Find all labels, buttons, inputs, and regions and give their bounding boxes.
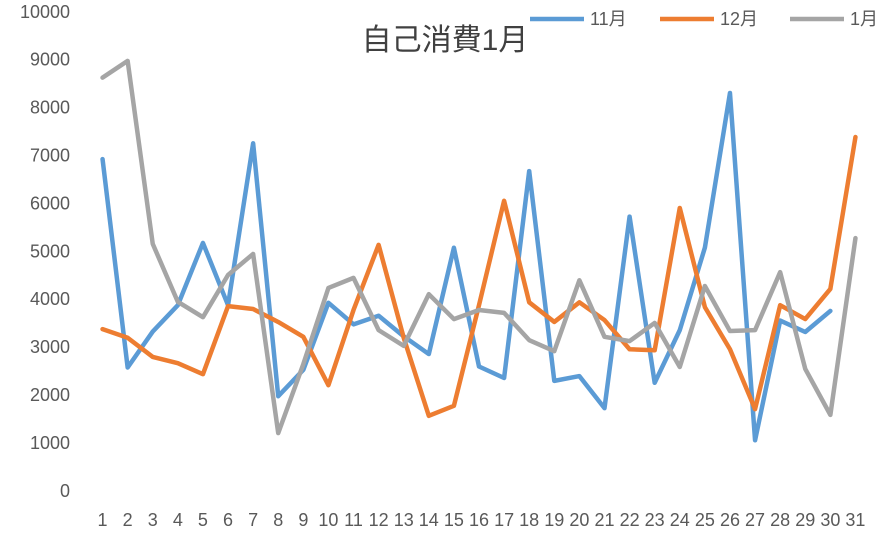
x-tick-label: 15	[444, 510, 464, 530]
y-tick-label: 9000	[30, 50, 70, 70]
y-tick-label: 4000	[30, 289, 70, 309]
y-tick-label: 1000	[30, 433, 70, 453]
x-tick-label: 8	[273, 510, 283, 530]
x-tick-label: 21	[594, 510, 614, 530]
x-tick-label: 4	[173, 510, 183, 530]
x-tick-label: 18	[519, 510, 539, 530]
x-tick-label: 25	[695, 510, 715, 530]
x-tick-label: 10	[318, 510, 338, 530]
x-tick-label: 13	[394, 510, 414, 530]
y-tick-label: 0	[60, 481, 70, 501]
x-tick-label: 27	[745, 510, 765, 530]
x-tick-label: 6	[223, 510, 233, 530]
y-tick-label: 5000	[30, 241, 70, 261]
x-tick-label: 2	[123, 510, 133, 530]
x-tick-label: 23	[645, 510, 665, 530]
x-tick-label: 24	[670, 510, 690, 530]
x-tick-label: 17	[494, 510, 514, 530]
data-line	[100, 90, 833, 443]
x-tick-label: 16	[469, 510, 489, 530]
legend-label: 1月	[850, 9, 878, 29]
x-tick-label: 26	[720, 510, 740, 530]
x-tick-label: 19	[544, 510, 564, 530]
data-line	[100, 58, 858, 436]
x-tick-label: 29	[795, 510, 815, 530]
x-tick-label: 12	[369, 510, 389, 530]
y-tick-label: 8000	[30, 98, 70, 118]
x-tick-label: 30	[820, 510, 840, 530]
x-tick-label: 22	[620, 510, 640, 530]
x-tick-label: 9	[298, 510, 308, 530]
legend-label: 11月	[590, 9, 627, 29]
chart-title: 自己消費1月	[362, 24, 529, 57]
y-tick-label: 10000	[20, 2, 70, 22]
x-tick-label: 5	[198, 510, 208, 530]
y-tick-label: 6000	[30, 193, 70, 213]
legend-label: 12月	[720, 9, 758, 29]
y-tick-label: 7000	[30, 145, 70, 165]
x-tick-label: 31	[845, 510, 865, 530]
x-tick-label: 20	[569, 510, 589, 530]
x-tick-label: 14	[419, 510, 439, 530]
x-tick-label: 7	[248, 510, 258, 530]
y-tick-label: 2000	[30, 385, 70, 405]
data-line	[100, 134, 858, 419]
x-tick-label: 3	[148, 510, 158, 530]
y-tick-label: 3000	[30, 337, 70, 357]
x-tick-label: 1	[98, 510, 108, 530]
x-tick-label: 11	[344, 510, 363, 530]
x-tick-label: 28	[770, 510, 790, 530]
